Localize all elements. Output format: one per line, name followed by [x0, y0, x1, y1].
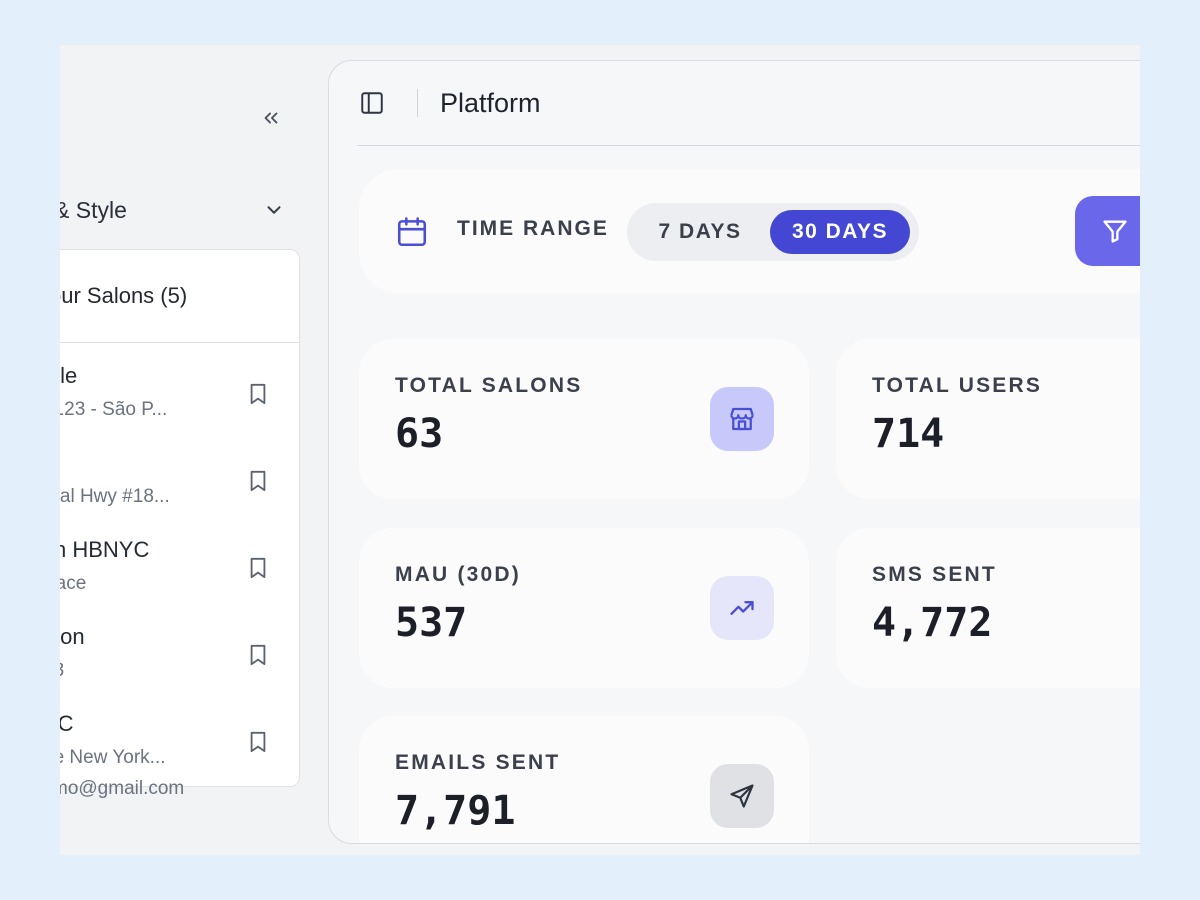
- salon-address: eral Hwy #18...: [60, 486, 170, 507]
- main-panel: Platform TIME RANGE 7 DAYS 30 DAYS TOT: [328, 60, 1140, 844]
- time-range-card: TIME RANGE 7 DAYS 30 DAYS: [359, 169, 1140, 293]
- chevrons-left-icon: [264, 112, 278, 124]
- send-icon: [730, 784, 754, 808]
- range-7-days-button[interactable]: 7 DAYS: [635, 210, 765, 254]
- stat-label: TOTAL SALONS: [395, 374, 583, 397]
- salon-dropdown: our Salons (5) tyle , 123 - São P... era…: [60, 249, 300, 787]
- bookmark-button[interactable]: [245, 727, 271, 757]
- bookmark-button[interactable]: [245, 640, 271, 670]
- salon-address: , 123 - São P...: [60, 399, 168, 420]
- dropdown-header: our Salons (5): [60, 250, 299, 343]
- toggle-sidebar-button[interactable]: [357, 88, 387, 118]
- bookmark-icon: [250, 731, 266, 753]
- salon-name: ch HBNYC: [60, 537, 150, 562]
- range-30-days-button[interactable]: 30 DAYS: [770, 210, 910, 254]
- trending-up-icon: [730, 601, 754, 615]
- stat-card-mau: MAU (30D) 537: [359, 528, 809, 688]
- salon-item[interactable]: alon 23: [60, 604, 299, 691]
- stat-value: 537: [395, 600, 468, 646]
- time-range-selector: 7 DAYS 30 DAYS: [627, 203, 919, 261]
- salon-address: 23: [60, 660, 64, 682]
- bookmark-icon: [250, 644, 266, 666]
- divider: [417, 89, 418, 117]
- store-icon: [730, 407, 754, 431]
- organization-name: & Style: [60, 196, 127, 223]
- user-email: mo@gmail.com: [60, 778, 185, 799]
- stat-icon-badge: [710, 764, 774, 828]
- stat-value: 714: [872, 411, 945, 457]
- salon-item[interactable]: tyle , 123 - São P...: [60, 343, 299, 430]
- collapse-sidebar-button[interactable]: [256, 103, 286, 133]
- salon-address: ue New York...: [60, 747, 166, 768]
- stat-label: TOTAL USERS: [872, 374, 1043, 397]
- stat-icon-badge: [710, 576, 774, 640]
- stat-value: 63: [395, 411, 444, 457]
- bookmark-icon: [250, 557, 266, 579]
- bookmark-button[interactable]: [245, 379, 271, 409]
- stat-value: 7,791: [395, 788, 516, 834]
- panel-left-icon: [361, 92, 383, 114]
- salon-name: YC: [60, 711, 74, 737]
- stat-card-total-users: TOTAL USERS 714: [836, 339, 1140, 499]
- app-frame: & Style our Salons (5) tyle , 123 - São …: [60, 45, 1140, 855]
- calendar-icon: [397, 217, 427, 247]
- time-range-label: TIME RANGE: [457, 217, 609, 240]
- top-bar: Platform: [357, 61, 1140, 146]
- bookmark-button[interactable]: [245, 553, 271, 583]
- stat-value: 4,772: [872, 600, 993, 646]
- stat-card-sms-sent: SMS SENT 4,772: [836, 528, 1140, 688]
- salon-item[interactable]: eral Hwy #18...: [60, 430, 299, 517]
- stat-label: SMS SENT: [872, 563, 997, 586]
- sidebar: & Style our Salons (5) tyle , 123 - São …: [60, 45, 315, 855]
- salon-item[interactable]: ch HBNYC rrace: [60, 517, 299, 604]
- filter-icon: [1103, 220, 1127, 243]
- bookmark-icon: [250, 470, 266, 492]
- filter-button[interactable]: [1075, 196, 1140, 266]
- organization-switcher[interactable]: & Style: [60, 193, 285, 227]
- bookmark-icon: [250, 383, 266, 405]
- salon-address: rrace: [60, 573, 87, 594]
- stat-card-emails-sent: EMAILS SENT 7,791: [359, 716, 809, 843]
- bookmark-button[interactable]: [245, 466, 271, 496]
- salon-item[interactable]: YC ue New York...: [60, 691, 299, 778]
- page-title: Platform: [440, 87, 541, 118]
- stat-label: EMAILS SENT: [395, 751, 561, 774]
- salon-name: alon: [60, 624, 85, 649]
- stat-label: MAU (30D): [395, 563, 521, 586]
- stat-card-total-salons: TOTAL SALONS 63: [359, 339, 809, 499]
- dropdown-title: our Salons (5): [60, 283, 188, 308]
- salon-name: tyle: [60, 363, 78, 388]
- stat-icon-badge: [710, 387, 774, 451]
- chevron-down-icon: [267, 206, 281, 214]
